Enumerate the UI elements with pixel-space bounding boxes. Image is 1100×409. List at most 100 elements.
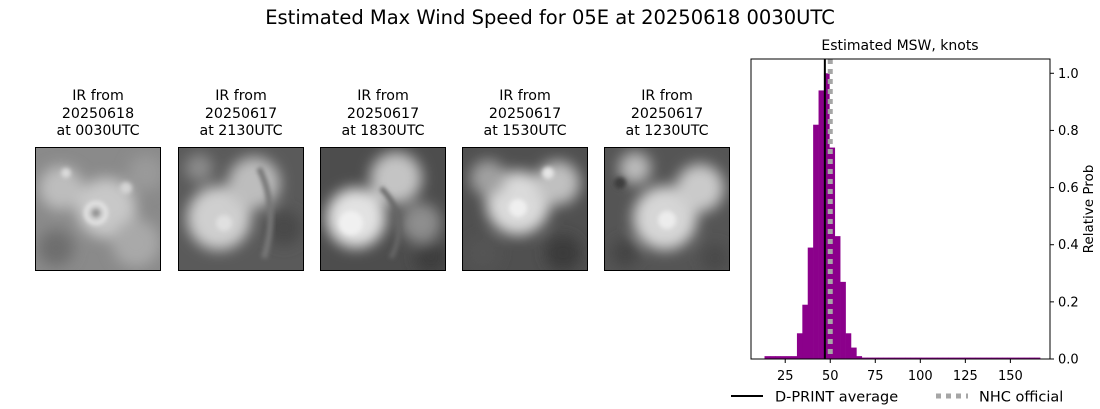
histogram-bar (948, 357, 954, 359)
histogram-bar (921, 357, 927, 359)
ir-panel-5: IR from 20250617 at 1230UTC (604, 88, 730, 271)
x-tick-label: 75 (867, 369, 884, 384)
histogram-bar (850, 347, 857, 359)
histogram-bar (818, 90, 825, 359)
y-tick-label: 0.2 (1058, 295, 1079, 310)
histogram-bar (1007, 357, 1014, 359)
chart-title: Estimated MSW, knots (821, 38, 978, 54)
histogram-bar (1002, 357, 1008, 359)
histogram-bars (764, 73, 1041, 360)
ir-caption: IR from 20250617 at 1830UTC (320, 88, 446, 142)
y-axis: 0.0 0.2 0.4 0.6 0.8 1.0 (1050, 67, 1079, 368)
histogram-bar (986, 357, 992, 359)
ir-caption: IR from 20250617 at 2130UTC (178, 88, 304, 142)
ir-caption-time: at 2130UTC (199, 123, 283, 139)
ir-panel-4: IR from 20250617 at 1530UTC (462, 88, 588, 271)
histogram-bar (926, 357, 933, 359)
histogram-bar (969, 357, 976, 359)
histogram-bar (807, 247, 814, 359)
histogram-bar (872, 357, 879, 359)
ir-caption-line1: IR from (215, 88, 267, 104)
histogram-bar (959, 357, 965, 359)
histogram-bar (937, 357, 944, 359)
ir-caption: IR from 20250618 at 0030UTC (35, 88, 161, 142)
legend-nhc-label: NHC official (979, 390, 1063, 406)
histogram-bar (905, 357, 911, 359)
histogram-bar (1034, 357, 1041, 359)
ir-satellite-image (604, 147, 730, 271)
histogram-bar (964, 357, 971, 359)
histogram-bar (1023, 357, 1030, 359)
x-tick-label: 50 (822, 369, 839, 384)
ir-panel-1: IR from 20250618 at 0030UTC (35, 88, 161, 271)
histogram-bar (791, 356, 798, 359)
histogram-bar (786, 356, 792, 359)
ir-caption-time: at 0030UTC (56, 123, 140, 139)
ir-caption-time: at 1530UTC (483, 123, 567, 139)
histogram-bar (1018, 357, 1025, 359)
histogram-bar (813, 124, 819, 359)
histogram-bar (802, 304, 809, 359)
ir-satellite-image (35, 147, 161, 271)
histogram-bar (991, 357, 998, 359)
y-tick-label: 1.0 (1058, 67, 1079, 82)
histogram-bar (883, 357, 890, 359)
histogram-bar (845, 333, 852, 359)
plot-frame (750, 58, 1051, 360)
legend-dprint-label: D-PRINT average (775, 390, 898, 406)
histogram-bar (867, 357, 873, 359)
x-tick-label: 150 (998, 369, 1023, 384)
histogram-bar (796, 333, 803, 359)
histogram-bar (769, 356, 776, 359)
histogram-bar (996, 357, 1003, 359)
y-tick-label: 0.8 (1058, 124, 1079, 139)
ir-satellite-image (462, 147, 588, 271)
ir-satellite-image (178, 147, 304, 271)
y-tick-label: 0.6 (1058, 181, 1079, 196)
histogram-bar (861, 357, 868, 359)
ir-caption-line1: IR from (641, 88, 693, 104)
histogram-bar (834, 236, 841, 359)
ir-caption-line1: IR from (357, 88, 409, 104)
y-tick-label: 0.4 (1058, 238, 1079, 253)
histogram-bar (764, 356, 771, 359)
ir-caption: IR from 20250617 at 1530UTC (462, 88, 588, 142)
ir-caption-time: at 1230UTC (625, 123, 709, 139)
x-tick-label: 125 (953, 369, 978, 384)
histogram-bar (1013, 357, 1019, 359)
ir-caption-date: 20250617 (204, 105, 278, 122)
histogram-bar (932, 357, 938, 359)
histogram-bar (856, 356, 863, 359)
ir-satellite-image (320, 147, 446, 271)
histogram-bar (775, 356, 782, 359)
histogram-bar (823, 73, 830, 360)
histogram-bar (1029, 357, 1035, 359)
histogram-bar (899, 357, 906, 359)
x-axis: 25 50 75 100 125 150 (777, 359, 1023, 384)
ir-caption-line1: IR from (499, 88, 551, 104)
histogram-bar (840, 281, 846, 359)
ir-caption-date: 20250617 (488, 105, 562, 122)
x-tick-label: 25 (777, 369, 794, 384)
ir-caption-date: 20250618 (61, 105, 135, 122)
ir-panel-2: IR from 20250617 at 2130UTC (178, 88, 304, 271)
histogram-bar (942, 357, 949, 359)
y-axis-label: Relative Prob (1081, 165, 1097, 254)
histogram-bar (894, 357, 900, 359)
legend: D-PRINT average NHC official (731, 390, 1063, 406)
histogram-bar (980, 357, 987, 359)
histogram-bar (915, 357, 922, 359)
histogram-bar (877, 357, 884, 359)
histogram-bar (953, 357, 960, 359)
x-tick-label: 100 (908, 369, 933, 384)
histogram-bar (780, 356, 787, 359)
histogram-bar (910, 357, 917, 359)
ir-caption-time: at 1830UTC (341, 123, 425, 139)
ir-caption-date: 20250617 (346, 105, 420, 122)
figure-title: Estimated Max Wind Speed for 05E at 2025… (265, 6, 835, 29)
ir-caption: IR from 20250617 at 1230UTC (604, 88, 730, 142)
ir-panel-3: IR from 20250617 at 1830UTC (320, 88, 446, 271)
histogram-bar (975, 357, 981, 359)
ir-caption-line1: IR from (72, 88, 124, 104)
